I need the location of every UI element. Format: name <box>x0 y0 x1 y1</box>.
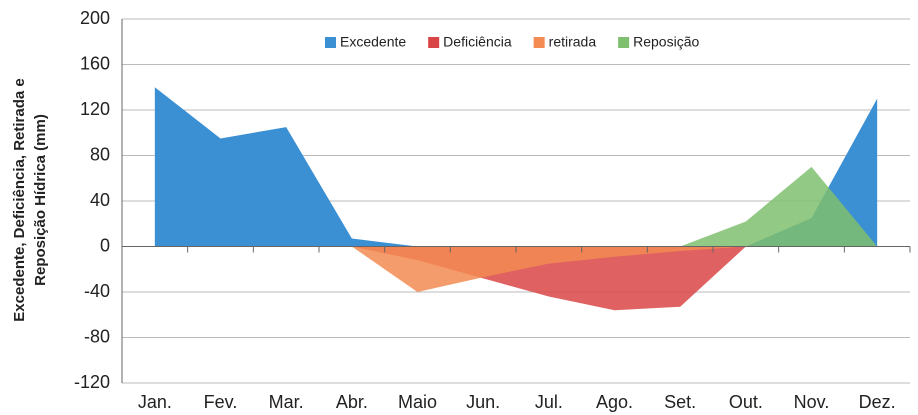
legend-label: Deficiência <box>443 34 512 50</box>
y-tick-label: 40 <box>90 190 110 210</box>
legend-label: Reposição <box>633 34 699 50</box>
y-tick-label: 120 <box>80 99 110 119</box>
area <box>680 166 878 247</box>
x-tick-label: Mar. <box>269 392 304 412</box>
x-tick-label: Jan. <box>138 392 172 412</box>
y-tick-label: -40 <box>84 281 110 301</box>
y-tick-label: -80 <box>84 326 110 346</box>
area <box>351 246 746 292</box>
legend-label: Excedente <box>340 34 406 50</box>
legend-swatch <box>325 37 336 48</box>
x-tick-label: Fev. <box>204 392 238 412</box>
y-tick-label: 200 <box>80 8 110 28</box>
legend-swatch <box>428 37 440 48</box>
x-tick-label: Jun. <box>466 392 500 412</box>
legend-label: retirada <box>549 34 597 50</box>
y-tick-label: 80 <box>90 144 110 164</box>
y-tick-label: -120 <box>74 372 110 392</box>
x-tick-label: Ago. <box>596 392 633 412</box>
y-tick-label: 160 <box>80 53 110 73</box>
y-axis-title: Reposição Hídrica (mm) <box>32 114 49 286</box>
legend-swatch <box>618 37 630 48</box>
x-tick-label: Dez. <box>859 392 896 412</box>
x-tick-label: Set. <box>664 392 696 412</box>
x-tick-label: Abr. <box>336 392 368 412</box>
x-tick-label: Nov. <box>794 392 830 412</box>
x-tick-label: Jul. <box>535 392 563 412</box>
y-axis-title: Excedente, Deficiência, Retirada e <box>11 78 28 321</box>
legend-swatch <box>533 37 545 48</box>
x-tick-label: Out. <box>729 392 763 412</box>
x-tick-label: Maio <box>398 392 437 412</box>
y-tick-label: 0 <box>100 235 110 255</box>
